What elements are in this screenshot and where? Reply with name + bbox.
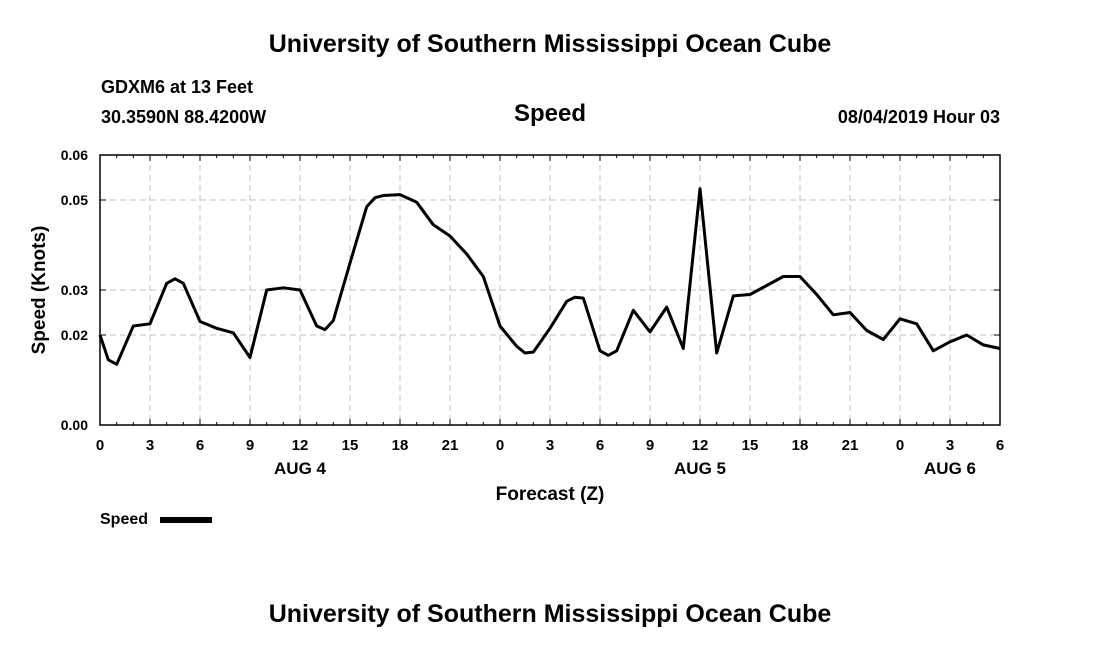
page-title-bottom: University of Southern Mississippi Ocean… — [268, 600, 832, 628]
x-tick-label: 15 — [742, 437, 759, 454]
y-tick-label: 0.00 — [61, 417, 88, 433]
y-tick-label: 0.03 — [61, 282, 88, 298]
legend-label: Speed — [100, 511, 148, 528]
x-tick-label: 6 — [596, 437, 604, 454]
y-tick-label: 0.02 — [61, 327, 88, 343]
y-tick-label: 0.05 — [61, 192, 88, 208]
x-tick-label: 18 — [392, 437, 409, 454]
x-tick-label: 6 — [996, 437, 1004, 454]
x-tick-label: 21 — [842, 437, 859, 454]
x-tick-label: 0 — [496, 437, 504, 454]
x-tick-label: 15 — [342, 437, 359, 454]
date-label: AUG 6 — [924, 459, 976, 478]
x-tick-label: 6 — [196, 437, 204, 454]
station-label: GDXM6 at 13 Feet — [101, 77, 254, 97]
x-tick-label: 9 — [646, 437, 654, 454]
page-title-top: University of Southern Mississippi Ocean… — [268, 30, 832, 58]
date-label: AUG 4 — [274, 459, 327, 478]
x-tick-label: 18 — [792, 437, 809, 454]
x-tick-label: 3 — [546, 437, 554, 454]
speed-series-line — [98, 187, 1001, 366]
x-tick-label: 21 — [442, 437, 459, 454]
x-tick-label: 12 — [692, 437, 709, 454]
chart-title: Speed — [513, 100, 587, 127]
x-axis-label: Forecast (Z) — [496, 484, 605, 505]
plot-frame — [99, 154, 1001, 426]
y-axis-label: Speed (Knots) — [29, 226, 50, 355]
x-tick-label: 0 — [96, 437, 104, 454]
x-tick-label: 3 — [946, 437, 954, 454]
x-tick-label: 9 — [246, 437, 254, 454]
x-tick-label: 12 — [292, 437, 309, 454]
x-tick-label: 3 — [146, 437, 154, 454]
datetime-label: 08/04/2019 Hour 03 — [837, 107, 1000, 127]
x-tick-label: 0 — [896, 437, 904, 454]
y-tick-label: 0.06 — [61, 147, 88, 163]
date-label: AUG 5 — [674, 459, 726, 478]
location-label: 30.3590N 88.4200W — [101, 107, 267, 127]
